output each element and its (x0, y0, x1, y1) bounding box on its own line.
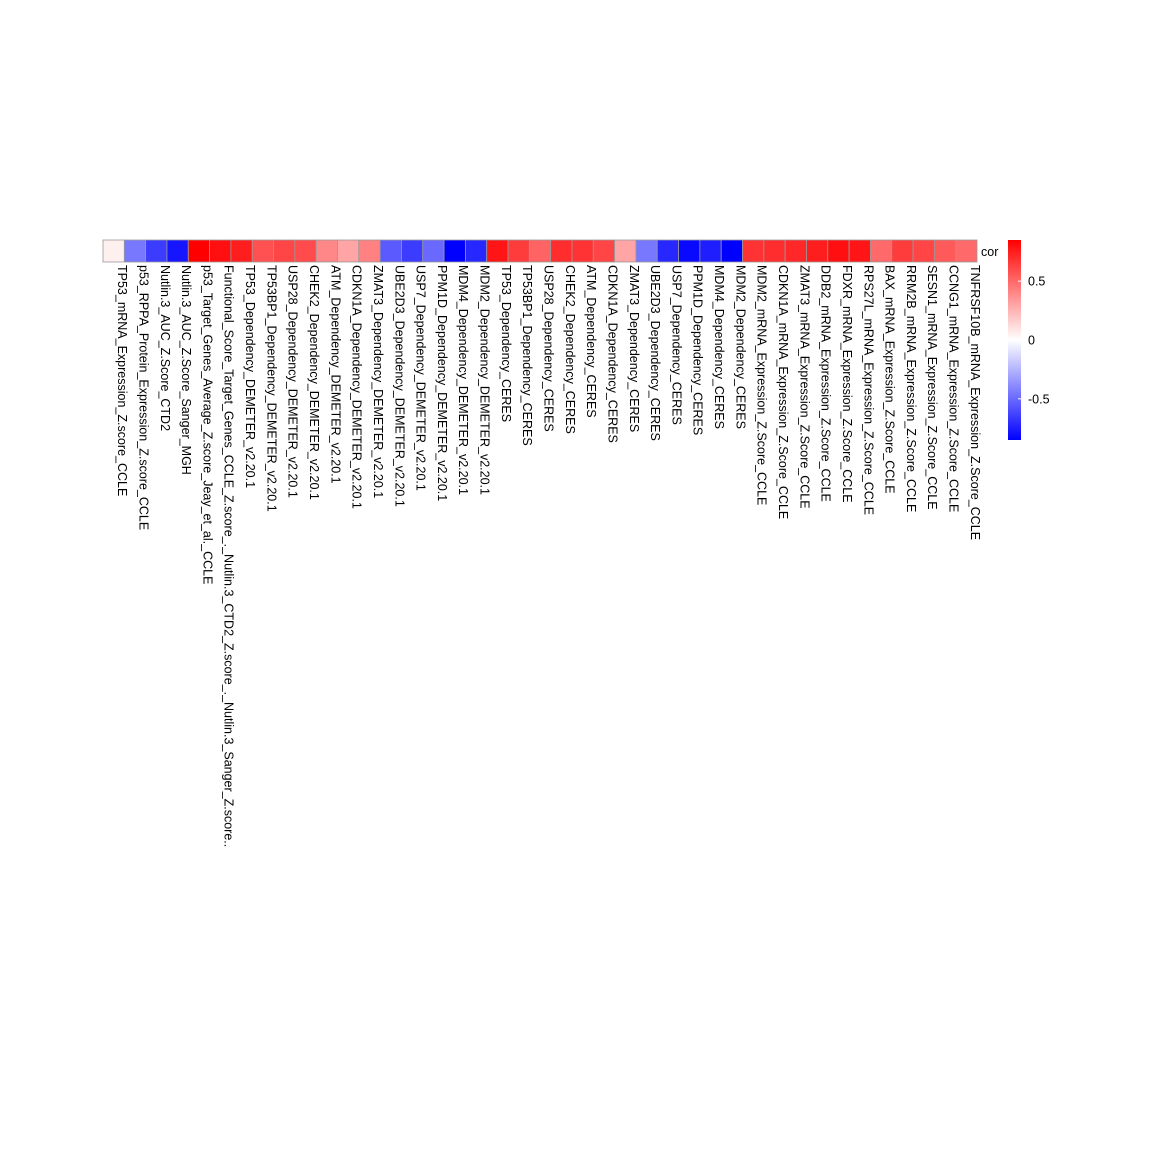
column-label: CDKN1A_Dependency_CERES (605, 265, 619, 443)
heatmap-cell (763, 239, 786, 263)
heatmap-cell (358, 239, 381, 263)
column-label: USP28_Dependency_CERES (542, 265, 556, 432)
heatmap-cell (145, 239, 168, 263)
heatmap-cell (614, 239, 637, 263)
column-label: TP53BP1_Dependency_CERES (520, 265, 534, 446)
column-label: CDKN1A_Dependency_DEMETER_v2.20.1 (350, 265, 364, 509)
legend-tick-label: 0 (1028, 334, 1035, 348)
heatmap-cell (273, 239, 296, 263)
column-label: Functional_Score_Target_Genes_CCLE_Z.sco… (222, 265, 236, 847)
column-label: CHEK2_Dependency_DEMETER_v2.20.1 (307, 265, 321, 500)
heatmap-cell (635, 239, 658, 263)
heatmap-cell (592, 239, 616, 263)
heatmap-cell (912, 239, 935, 263)
column-label: Nutlin.3_AUC_Z.Score_CTD2 (158, 265, 172, 431)
column-label: TNFRSF10B_mRNA_Expression_Z.Score_CCLE (968, 265, 982, 540)
column-label: UBE2D3_Dependency_CERES (648, 265, 662, 441)
column-label: SESN1_mRNA_Expression_Z.Score_CCLE (925, 265, 939, 510)
column-label: p53_RPPA_Protein_Expression_Z.score_CCLE (136, 265, 150, 530)
heatmap-cell (187, 239, 210, 263)
heatmap-cell (166, 239, 189, 263)
column-label: ATM_Dependency_CERES (584, 265, 598, 418)
column-label: BAX_mRNA_Expression_Z.Score_CCLE (883, 265, 897, 494)
column-label: CDKN1A_mRNA_Expression_Z.Score_CCLE (776, 265, 790, 519)
heatmap-cell (528, 239, 552, 263)
heatmap-cell (678, 239, 701, 263)
column-label: MDM2_Dependency_CERES (733, 265, 747, 429)
heatmap-cell (827, 239, 850, 263)
legend-colorbar (1008, 240, 1021, 440)
legend-ticks: 0.5 0 -0.5 (1018, 275, 1050, 406)
column-label: MDM2_Dependency_DEMETER_v2.20.1 (478, 265, 492, 495)
heatmap-cell (784, 239, 807, 263)
column-label: RPS27L_mRNA_Expression_Z.Score_CCLE (861, 265, 875, 515)
heatmap-cell (315, 239, 338, 263)
column-label: USP7_Dependency_DEMETER_v2.20.1 (414, 265, 428, 491)
heatmap-cell (422, 239, 445, 263)
column-label: PPM1D_Dependency_CERES (691, 265, 705, 435)
column-label: CCNG1_mRNA_Expression_Z.Score_CCLE (947, 265, 961, 512)
color-legend: 0.5 0 -0.5 (1008, 240, 1050, 440)
heatmap-cell (933, 239, 957, 263)
heatmap-cell (401, 239, 424, 263)
heatmap-cell (464, 239, 488, 263)
heatmap-cell (571, 239, 594, 263)
legend-tick-label: 0.5 (1028, 275, 1045, 289)
heatmap-cell (486, 239, 509, 263)
column-label: p53_Target_Genes_Average_Z.score_Jeay_et… (200, 265, 214, 584)
column-labels: TP53_mRNA_Expression_Z.score_CCLE p53_RPP… (115, 265, 982, 847)
column-label: Nutlin.3_AUC_Z.Score_Sanger_MGH (179, 265, 193, 475)
column-label: UBE2D3_Dependency_DEMETER_v2.20.1 (392, 265, 406, 507)
heatmap-cell (230, 239, 253, 263)
column-label: RRM2B_mRNA_Expression_Z.Score_CCLE (904, 265, 918, 512)
heatmap-cell (251, 239, 274, 263)
heatmap-cell (507, 239, 530, 263)
column-label: TP53_Dependency_CERES (499, 265, 513, 422)
column-label: FDXR_mRNA_Expression_Z.Score_CCLE (840, 265, 854, 503)
column-label: ATM_Dependency_DEMETER_v2.20.1 (328, 265, 342, 484)
heatmap-cell (443, 239, 466, 263)
heatmap-cell (848, 239, 871, 263)
column-label: ZMAT3_mRNA_Expression_Z.Score_CCLE (797, 265, 811, 509)
heatmap-cell (102, 239, 125, 263)
heatmap-cells (102, 239, 978, 263)
column-label: MDM4_Dependency_DEMETER_v2.20.1 (456, 265, 470, 495)
heatmap-cell (550, 239, 573, 263)
column-label: ZMAT3_Dependency_CERES (627, 265, 641, 432)
heatmap-cell (806, 239, 829, 263)
column-label: USP28_Dependency_DEMETER_v2.20.1 (286, 265, 300, 498)
column-label: PPM1D_Dependency_DEMETER_v2.20.1 (435, 265, 449, 501)
heatmap-cell (720, 239, 743, 263)
row-label: cor (981, 245, 998, 259)
column-label: TP53BP1_Dependency_DEMETER_v2.20.1 (264, 265, 278, 512)
column-label: MDM4_Dependency_CERES (712, 265, 726, 429)
column-label: DDB2_mRNA_Expression_Z.Score_CCLE (819, 265, 833, 502)
heatmap-cell (742, 239, 765, 263)
heatmap-cell (656, 239, 679, 263)
heatmap-cell (699, 239, 722, 263)
column-label: ZMAT3_Dependency_DEMETER_v2.20.1 (371, 265, 385, 498)
column-label: TP53_mRNA_Expression_Z.score_CCLE (115, 265, 129, 496)
legend-tick-label: -0.5 (1028, 392, 1050, 406)
heatmap-cell (891, 239, 914, 263)
heatmap-cell (209, 239, 232, 263)
heatmap-cell (123, 239, 147, 263)
heatmap-cell (379, 239, 402, 263)
column-label: CHEK2_Dependency_CERES (563, 265, 577, 434)
heatmap-cell (294, 239, 317, 263)
heatmap-cell (955, 239, 978, 263)
heatmap-cell (870, 239, 893, 263)
column-label: TP53_Dependency_DEMETER_v2.20.1 (243, 265, 257, 488)
heatmap-cell (337, 239, 360, 263)
column-label: USP7_Dependency_CERES (669, 265, 683, 425)
column-label: MDM2_mRNA_Expression_Z.Score_CCLE (755, 265, 769, 505)
